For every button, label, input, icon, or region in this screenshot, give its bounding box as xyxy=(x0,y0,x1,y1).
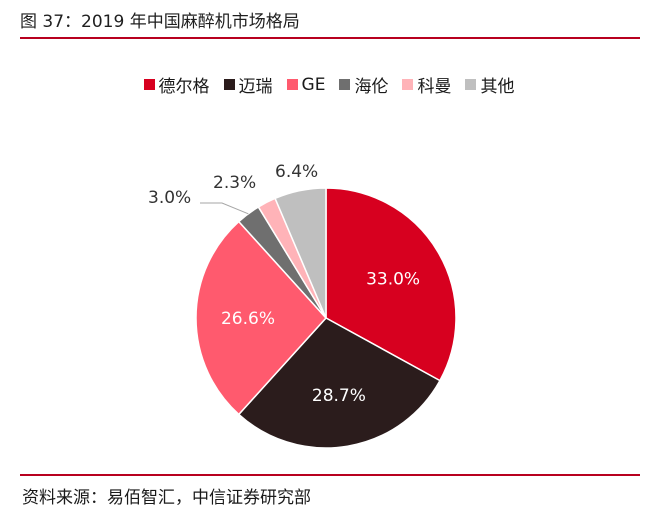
pie-slice xyxy=(237,317,441,449)
pie-slice xyxy=(195,220,328,416)
leader-line xyxy=(200,202,249,215)
legend-item-others: 其他 xyxy=(465,72,514,97)
slice-data-label: 6.4% xyxy=(275,162,318,182)
slice-data-label: 33.0% xyxy=(366,269,420,289)
legend-label: 海伦 xyxy=(354,77,389,97)
legend-label: 德尔格 xyxy=(158,77,210,97)
legend-label: 其他 xyxy=(480,77,515,97)
figure-title: 图 37：2019 年中国麻醉机市场格局 xyxy=(20,12,300,32)
slice-data-label: 28.7% xyxy=(312,386,366,406)
slice-data-label: 26.6% xyxy=(221,309,275,329)
legend-label: 迈瑞 xyxy=(238,77,273,97)
source-note: 资料来源：易佰智汇，中信证券研究部 xyxy=(22,488,311,508)
chart-legend: 德尔格 迈瑞 GE 海伦 科曼 其他 xyxy=(0,72,658,97)
pie-labels: 33.0% 28.7% 26.6% 3.0% 2.3% 6.4% xyxy=(148,162,420,406)
legend-label: GE xyxy=(301,74,326,95)
legend-item-ge: GE xyxy=(286,72,326,97)
legend-item-mindray: 迈瑞 xyxy=(223,72,273,97)
legend-swatch xyxy=(143,79,155,90)
title-rule xyxy=(20,37,640,39)
legend-swatch xyxy=(286,79,298,90)
legend-swatch xyxy=(402,79,414,90)
legend-swatch xyxy=(339,79,351,90)
slice-data-label: 2.3% xyxy=(213,173,256,193)
legend-item-comen: 科曼 xyxy=(402,72,451,97)
pie-slices xyxy=(195,187,457,449)
legend-item-hailun: 海伦 xyxy=(339,72,388,97)
pie-slice xyxy=(274,187,327,319)
slice-data-label: 3.0% xyxy=(148,188,191,208)
legend-swatch xyxy=(223,79,235,90)
source-rule xyxy=(20,474,640,476)
pie-slice xyxy=(325,187,457,382)
legend-label: 科曼 xyxy=(417,77,452,97)
legend-swatch xyxy=(465,79,477,90)
legend-item-drager: 德尔格 xyxy=(143,72,210,97)
